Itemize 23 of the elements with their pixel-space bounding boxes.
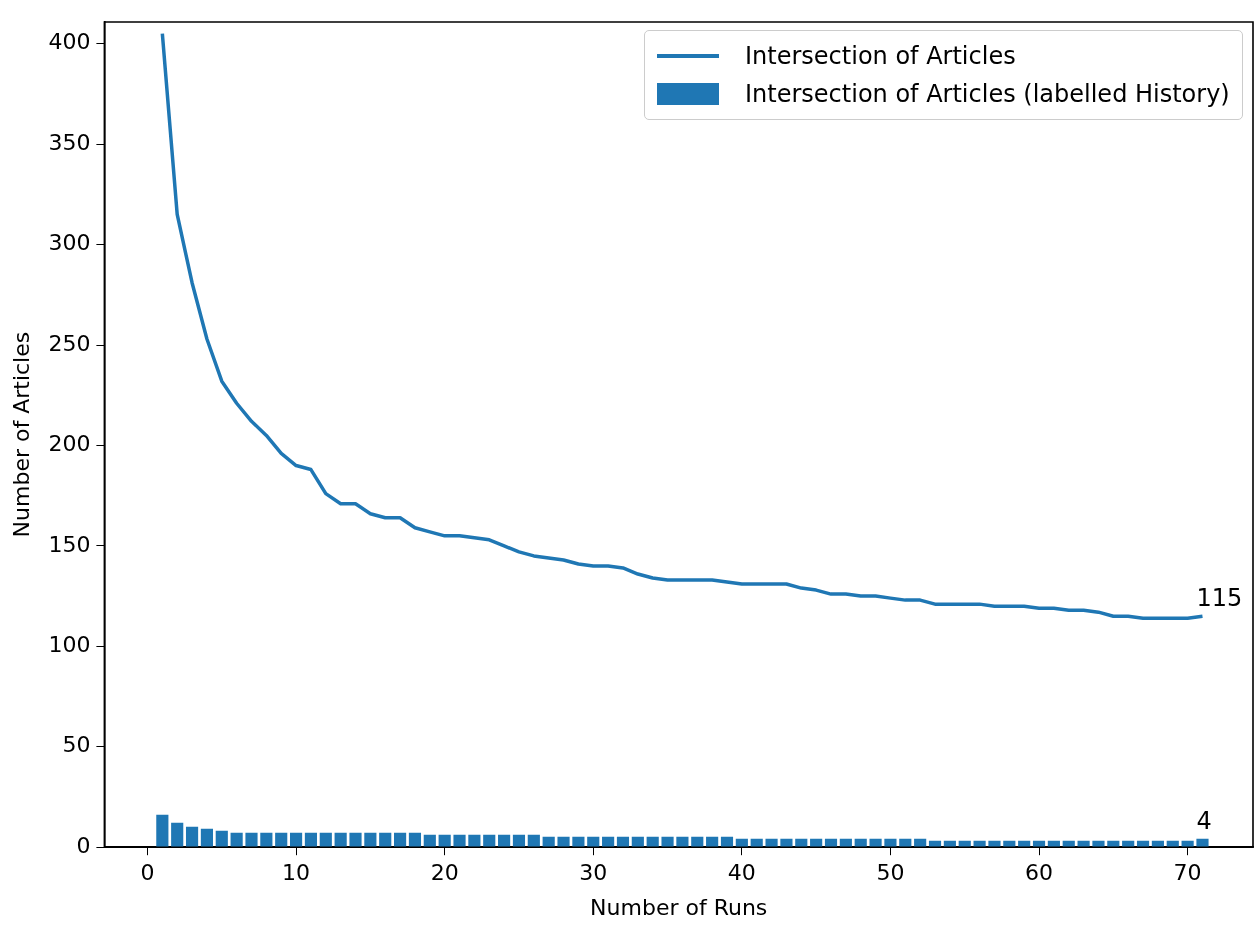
x-tick-label: 10 — [282, 860, 311, 886]
y-tick-label: 50 — [62, 732, 91, 758]
y-axis-title: Number of Articles — [8, 331, 34, 538]
y-tick-label: 300 — [48, 230, 91, 256]
y-tick-label: 200 — [48, 431, 91, 457]
x-tick-label: 0 — [140, 860, 155, 886]
y-tick-label: 350 — [48, 129, 91, 155]
x-tick-label: 70 — [1173, 860, 1202, 886]
annotation: 115 — [1196, 584, 1243, 613]
y-tick-label: 0 — [76, 832, 91, 858]
x-tick-label: 30 — [579, 860, 608, 886]
y-tick-label: 150 — [48, 531, 91, 557]
legend-label: Intersection of Articles (labelled History) — [745, 80, 1230, 108]
y-tick-label: 250 — [48, 330, 91, 356]
x-tick-label: 20 — [430, 860, 459, 886]
x-tick-label: 40 — [727, 860, 756, 886]
y-tick-label: 400 — [48, 29, 91, 55]
x-axis-title: Number of Runs — [590, 894, 768, 920]
x-tick-label: 60 — [1025, 860, 1054, 886]
y-tick-label: 100 — [48, 632, 91, 658]
legend-label: Intersection of Articles — [745, 42, 1016, 70]
annotation: 4 — [1196, 807, 1212, 836]
x-tick-label: 50 — [876, 860, 905, 886]
